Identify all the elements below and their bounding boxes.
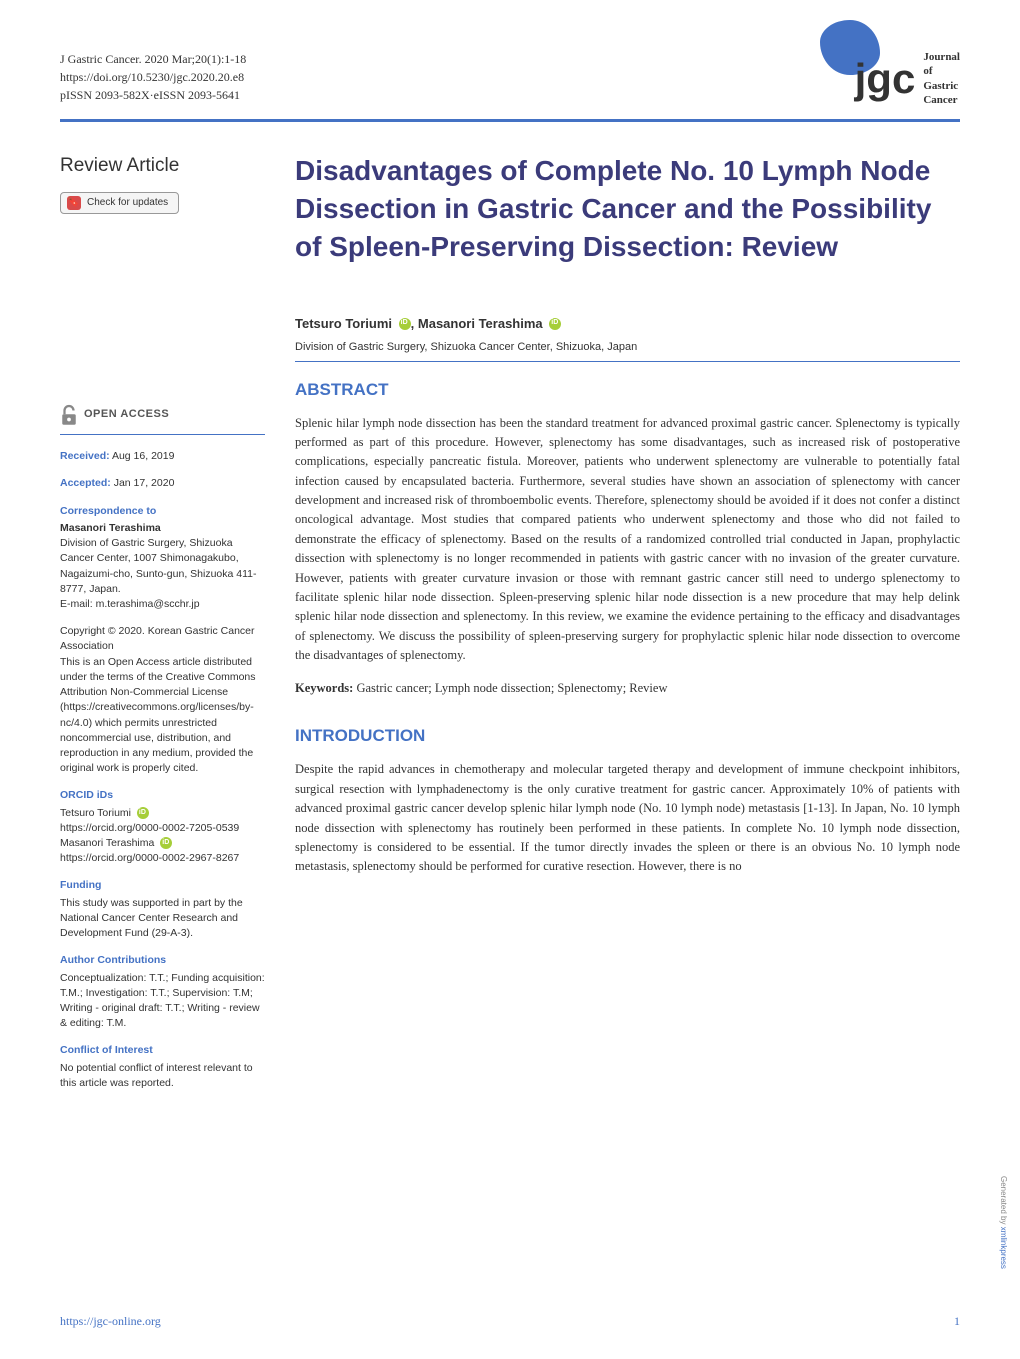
funding-heading: Funding (60, 878, 265, 893)
open-access-row: OPEN ACCESS (60, 404, 265, 426)
article-type: Review Article (60, 152, 265, 180)
copyright-line: Copyright © 2020. Korean Gastric Cancer … (60, 624, 265, 654)
abstract-heading: ABSTRACT (295, 380, 960, 400)
orcid-1-url[interactable]: https://orcid.org/0000-0002-7205-0539 (60, 821, 265, 836)
page-number: 1 (954, 1314, 960, 1329)
sidebar: Review Article 🔖 Check for updates OPEN … (60, 152, 265, 1103)
coi-text: No potential conflict of interest releva… (60, 1061, 265, 1091)
affiliation: Division of Gastric Surgery, Shizuoka Ca… (295, 341, 960, 353)
copyright-section: Copyright © 2020. Korean Gastric Cancer … (60, 624, 265, 776)
bookmark-icon: 🔖 (67, 196, 81, 210)
coi-heading: Conflict of Interest (60, 1043, 265, 1058)
author-2: Masanori Terashima (418, 316, 543, 331)
accepted-date: Jan 17, 2020 (114, 477, 175, 489)
received-date: Aug 16, 2019 (112, 450, 174, 462)
funding-section: Funding This study was supported in part… (60, 878, 265, 941)
orcid-section: ORCID iDs Tetsuro Toriumi https://orcid.… (60, 788, 265, 866)
orcid-author-2: Masanori Terashima (60, 836, 265, 851)
orcid-1-name: Tetsuro Toriumi (60, 807, 131, 819)
orcid-icon[interactable] (399, 318, 411, 330)
header-meta: J Gastric Cancer. 2020 Mar;20(1):1-18 ht… (60, 50, 246, 104)
jn-l3: Gastric (923, 79, 960, 93)
article-title: Disadvantages of Complete No. 10 Lymph N… (295, 152, 960, 265)
author-1: Tetsuro Toriumi (295, 316, 392, 331)
correspondence-name: Masanori Terashima (60, 521, 265, 536)
license-text: This is an Open Access article distribut… (60, 655, 265, 777)
open-access-label: OPEN ACCESS (84, 407, 169, 423)
jn-l2: of (923, 64, 960, 78)
citation-line: J Gastric Cancer. 2020 Mar;20(1):1-18 (60, 50, 246, 68)
correspondence-email: E-mail: m.terashima@scchr.jp (60, 597, 265, 612)
content-divider (295, 361, 960, 362)
orcid-icon[interactable] (137, 807, 149, 819)
generated-by-tag: Generated by xmlinkpress (999, 1176, 1008, 1269)
jgc-logo-text: jgc (855, 55, 916, 103)
author-sep: , (411, 316, 418, 331)
doi-line[interactable]: https://doi.org/10.5230/jgc.2020.20.e8 (60, 68, 246, 86)
authors-line: Tetsuro Toriumi , Masanori Terashima (295, 316, 960, 331)
main-content: Disadvantages of Complete No. 10 Lymph N… (295, 152, 960, 1103)
check-updates-button[interactable]: 🔖 Check for updates (60, 192, 179, 215)
jn-l4: Cancer (923, 93, 960, 107)
contributions-section: Author Contributions Conceptualization: … (60, 953, 265, 1031)
main-layout: Review Article 🔖 Check for updates OPEN … (60, 152, 960, 1103)
issn-line: pISSN 2093-582X·eISSN 2093-5641 (60, 86, 246, 104)
footer-url[interactable]: https://jgc-online.org (60, 1314, 161, 1329)
contributions-text: Conceptualization: T.T.; Funding acquisi… (60, 971, 265, 1032)
abstract-body: Splenic hilar lymph node dissection has … (295, 414, 960, 666)
correspondence-heading: Correspondence to (60, 504, 265, 519)
correspondence-section: Correspondence to Masanori Terashima Div… (60, 504, 265, 613)
contributions-heading: Author Contributions (60, 953, 265, 968)
keywords-line: Keywords: Gastric cancer; Lymph node dis… (295, 681, 960, 696)
page-footer: https://jgc-online.org 1 (60, 1314, 960, 1329)
journal-name: Journal of Gastric Cancer (923, 50, 960, 107)
sidebar-divider (60, 434, 265, 435)
orcid-author-1: Tetsuro Toriumi (60, 806, 265, 821)
xmlinkpress-label: xmlinkpress (999, 1227, 1008, 1269)
keywords-text: Gastric cancer; Lymph node dissection; S… (353, 681, 667, 695)
received-label: Received: (60, 450, 110, 462)
header-logo: jgc Journal of Gastric Cancer (855, 50, 960, 107)
intro-heading: INTRODUCTION (295, 726, 960, 746)
correspondence-body: Division of Gastric Surgery, Shizuoka Ca… (60, 536, 265, 597)
received-row: Received: Aug 16, 2019 (60, 449, 265, 464)
check-updates-label: Check for updates (87, 196, 168, 211)
intro-body: Despite the rapid advances in chemothera… (295, 760, 960, 876)
jn-l1: Journal (923, 50, 960, 64)
open-access-icon (60, 404, 78, 426)
keywords-label: Keywords: (295, 681, 353, 695)
orcid-icon[interactable] (160, 837, 172, 849)
orcid-heading: ORCID iDs (60, 788, 265, 803)
orcid-2-name: Masanori Terashima (60, 837, 154, 849)
funding-text: This study was supported in part by the … (60, 896, 265, 942)
accepted-label: Accepted: (60, 477, 111, 489)
page-header: J Gastric Cancer. 2020 Mar;20(1):1-18 ht… (60, 50, 960, 122)
accepted-row: Accepted: Jan 17, 2020 (60, 476, 265, 491)
generated-by-label: Generated by (999, 1176, 1008, 1227)
orcid-icon[interactable] (549, 318, 561, 330)
orcid-2-url[interactable]: https://orcid.org/0000-0002-2967-8267 (60, 851, 265, 866)
coi-section: Conflict of Interest No potential confli… (60, 1043, 265, 1091)
